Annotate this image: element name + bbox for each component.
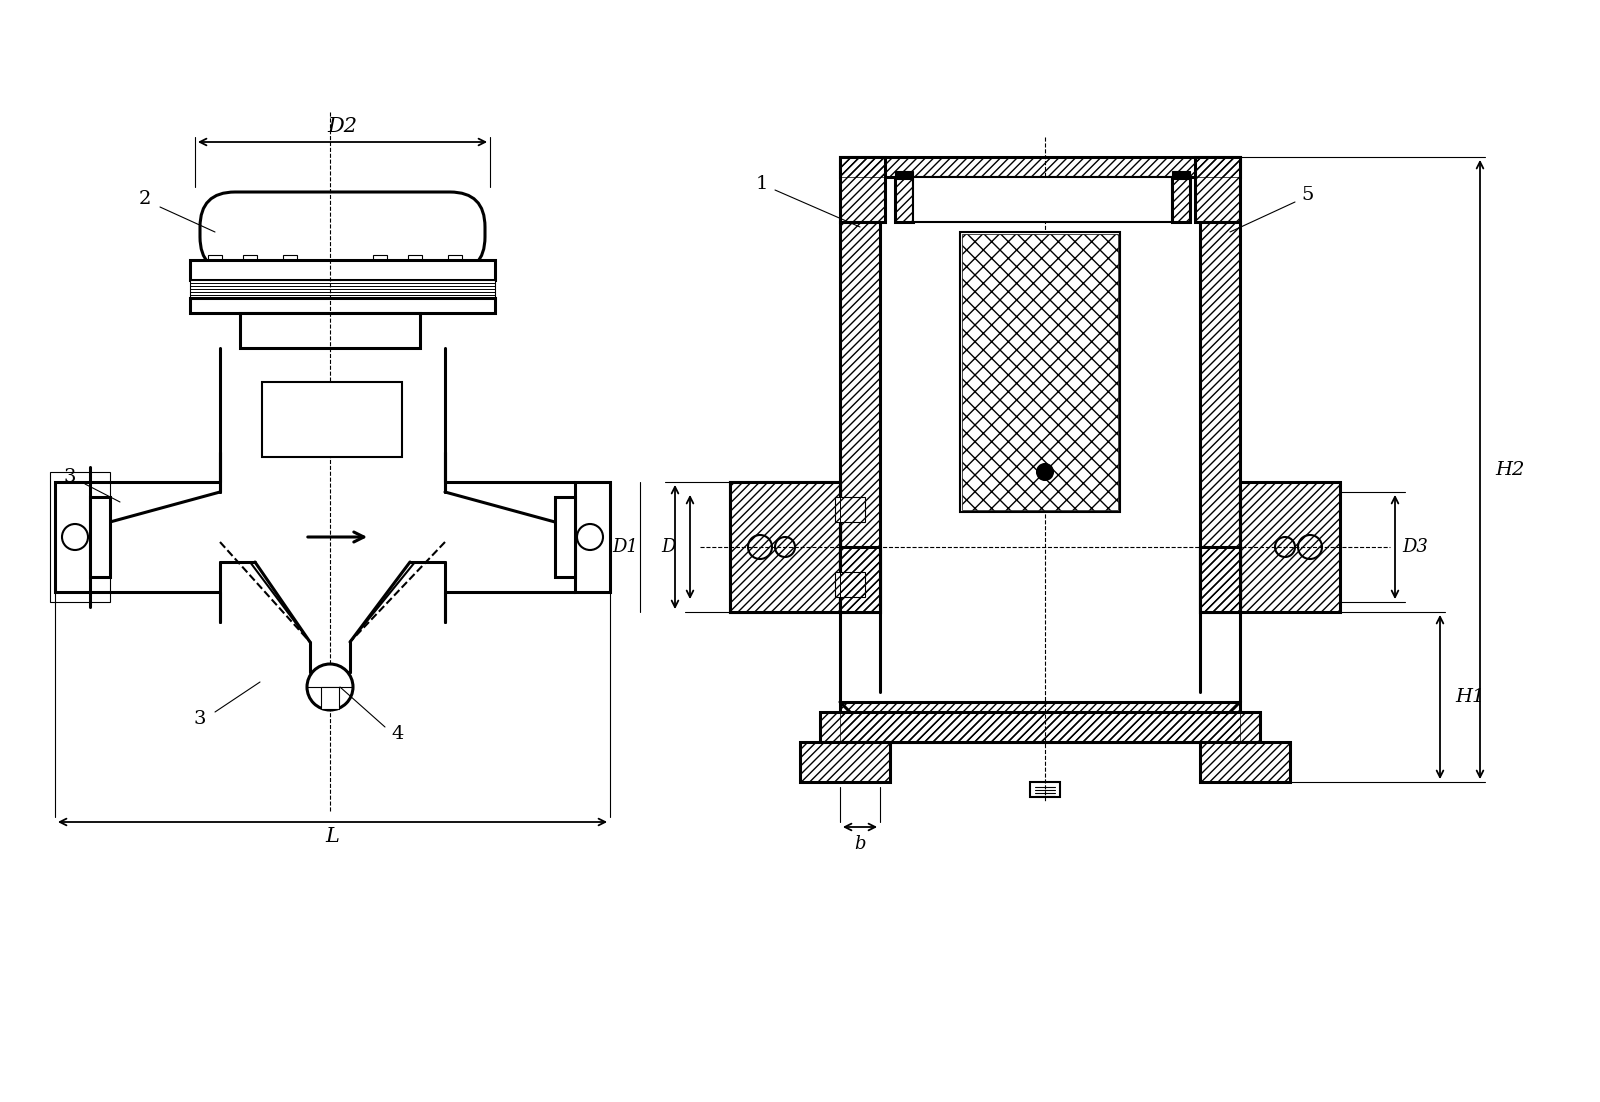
Bar (190, 280, 494, 298)
Text: 5: 5 (1302, 186, 1314, 204)
Text: 4: 4 (392, 725, 405, 743)
Bar (800, 742, 890, 782)
Bar (840, 547, 880, 612)
Text: D2: D2 (326, 118, 357, 137)
Text: 2: 2 (139, 190, 150, 208)
Bar (894, 177, 914, 222)
Bar (90, 497, 110, 577)
Bar (1200, 547, 1240, 612)
Bar (1171, 177, 1190, 222)
Bar (243, 255, 258, 267)
Bar (240, 313, 419, 348)
Bar (373, 255, 387, 267)
Bar (1171, 177, 1190, 222)
Circle shape (307, 665, 354, 710)
Bar (54, 482, 90, 592)
Text: H2: H2 (1496, 461, 1525, 479)
Text: 3: 3 (64, 468, 77, 486)
Bar (1200, 742, 1290, 782)
Bar (840, 222, 880, 612)
Text: D3: D3 (1402, 538, 1427, 557)
Text: D1: D1 (613, 538, 638, 557)
Bar (208, 255, 222, 267)
Bar (1195, 156, 1240, 222)
Bar (840, 156, 1240, 177)
Bar (1171, 171, 1190, 179)
Text: 1: 1 (755, 175, 768, 193)
Bar (448, 255, 462, 267)
Bar (574, 482, 610, 592)
FancyBboxPatch shape (200, 192, 485, 272)
Bar (1208, 222, 1221, 242)
Bar (840, 156, 885, 222)
Bar (1240, 482, 1341, 612)
Bar (894, 171, 914, 179)
Bar (1240, 482, 1341, 612)
Bar (914, 177, 1171, 222)
Bar (861, 222, 872, 242)
Bar (845, 222, 858, 242)
Bar (894, 177, 914, 222)
Bar (1222, 222, 1235, 242)
Text: D: D (661, 538, 675, 557)
Bar (1200, 547, 1240, 612)
Bar (1200, 742, 1290, 782)
Circle shape (1037, 464, 1053, 480)
Bar (50, 472, 110, 602)
Bar (730, 482, 840, 612)
Bar (840, 156, 885, 222)
Text: b: b (854, 835, 866, 853)
Text: L: L (325, 828, 339, 846)
Bar (1200, 222, 1240, 612)
Bar (1200, 222, 1240, 612)
Bar (840, 156, 1240, 177)
Bar (322, 687, 339, 709)
Bar (960, 233, 1120, 512)
Bar (262, 382, 402, 457)
Bar (840, 702, 1240, 742)
Bar (190, 298, 494, 313)
Bar (819, 712, 1261, 742)
Bar (800, 742, 890, 782)
Bar (408, 255, 422, 267)
Bar (555, 497, 574, 577)
Bar (840, 222, 880, 612)
Bar (190, 260, 494, 280)
Bar (283, 255, 298, 267)
Bar (819, 712, 1261, 742)
Bar (1195, 156, 1240, 222)
Bar (840, 702, 1240, 742)
Bar (1030, 782, 1059, 797)
Text: 3: 3 (194, 710, 206, 728)
Bar (835, 572, 866, 597)
Text: H1: H1 (1456, 688, 1485, 706)
Bar (962, 234, 1118, 510)
Bar (835, 497, 866, 522)
Bar (840, 547, 880, 612)
Bar (730, 482, 840, 612)
Bar (730, 482, 840, 612)
